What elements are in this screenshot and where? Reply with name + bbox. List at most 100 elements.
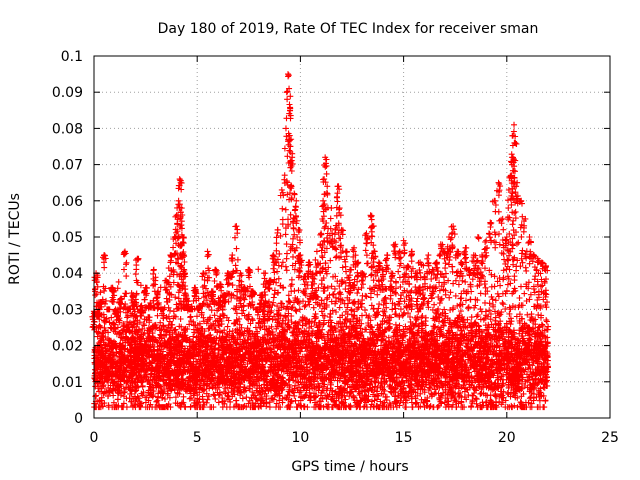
roti-point — [221, 291, 228, 298]
roti-point — [369, 223, 376, 230]
roti-point — [159, 306, 166, 313]
roti-point — [400, 237, 407, 244]
roti-point — [278, 186, 285, 193]
y-tick-label: 0.03 — [52, 302, 83, 318]
y-tick-label: 0.04 — [52, 266, 83, 282]
x-tick-label: 25 — [601, 430, 619, 446]
roti-point — [188, 306, 195, 313]
roti-point — [408, 248, 415, 255]
roti-point — [293, 197, 300, 204]
roti-point — [359, 270, 366, 277]
roti-point — [336, 205, 343, 212]
roti-point — [474, 234, 481, 240]
roti-point — [479, 252, 486, 259]
roti-point — [208, 288, 215, 295]
roti-point — [175, 197, 182, 204]
roti-point — [173, 212, 180, 219]
roti-point — [342, 248, 349, 255]
roti-point — [514, 179, 521, 186]
roti-point — [338, 226, 345, 233]
roti-point — [134, 255, 141, 262]
x-tick-label: 5 — [193, 430, 202, 446]
roti-point — [509, 132, 516, 139]
roti-point — [446, 234, 453, 240]
roti-point — [538, 259, 545, 266]
roti-point — [282, 125, 289, 132]
roti-point — [200, 270, 207, 277]
roti-point — [163, 277, 170, 284]
roti-point — [429, 266, 436, 273]
roti-point — [171, 234, 178, 240]
y-tick-label: 0.01 — [52, 375, 83, 391]
roti-point — [495, 179, 502, 186]
roti-point — [334, 183, 341, 190]
roti-point — [225, 270, 232, 277]
roti-point — [289, 154, 296, 161]
roti-point — [154, 288, 161, 295]
roti-point — [245, 266, 252, 273]
roti-point — [363, 230, 370, 237]
roti-point — [483, 237, 490, 244]
roti-point — [258, 291, 265, 298]
roti-point — [241, 284, 248, 291]
roti-point — [142, 284, 149, 291]
roti-point — [526, 234, 533, 240]
roti-point — [229, 252, 236, 259]
roti-point — [388, 270, 395, 277]
roti-point — [97, 299, 104, 306]
roti-point — [212, 266, 219, 273]
roti-point — [266, 277, 273, 284]
roti-point — [262, 270, 269, 277]
y-tick-label: 0 — [74, 411, 83, 427]
roti-point — [332, 226, 339, 233]
roti-point — [417, 259, 424, 266]
axis-ticks: 0 5 10 15 20 25 0 0.01 0.02 0.03 0.04 0.05 0.06 0.07 0… — [52, 49, 619, 446]
roti-point — [324, 183, 331, 190]
y-tick-label: 0.02 — [52, 339, 83, 355]
roti-point — [543, 262, 550, 269]
roti-point — [313, 248, 320, 255]
roti-point — [117, 295, 124, 302]
roti-point — [450, 223, 457, 230]
y-tick-label: 0.09 — [52, 85, 83, 101]
roti-point — [507, 172, 514, 179]
roti-point — [95, 313, 102, 320]
roti-point — [287, 107, 294, 114]
roti-point — [309, 270, 316, 277]
data-points — [89, 71, 552, 411]
roti-point — [441, 248, 448, 255]
roti-point — [351, 244, 358, 251]
roti-point — [375, 259, 382, 266]
y-tick-label: 0.08 — [52, 121, 83, 137]
roti-point — [384, 252, 391, 259]
x-axis-label: GPS time / hours — [291, 459, 408, 475]
roti-point — [295, 226, 302, 233]
roti-point — [101, 252, 108, 259]
roti-point — [196, 302, 203, 309]
roti-point — [346, 266, 353, 273]
roti-point — [291, 190, 298, 197]
roti-point — [237, 270, 244, 277]
roti-point — [178, 205, 185, 212]
roti-point — [146, 302, 153, 309]
y-tick-label: 0.1 — [61, 49, 83, 65]
roti-point — [180, 252, 187, 259]
roti-point — [458, 259, 465, 266]
roti-point — [177, 179, 184, 186]
roti-point — [321, 176, 328, 183]
roti-point — [138, 310, 145, 317]
roti-point — [371, 248, 378, 255]
roti-point — [518, 197, 525, 204]
roti-point — [320, 197, 327, 204]
roti-point — [301, 273, 308, 280]
x-tick-label: 20 — [498, 430, 516, 446]
roti-point — [121, 248, 128, 255]
roti-point — [462, 244, 469, 251]
roti-point — [216, 281, 223, 288]
roti-point — [396, 248, 403, 255]
roti-point — [530, 252, 537, 259]
roti-point — [505, 186, 512, 193]
roti-point — [466, 266, 473, 273]
roti-point — [109, 284, 116, 291]
